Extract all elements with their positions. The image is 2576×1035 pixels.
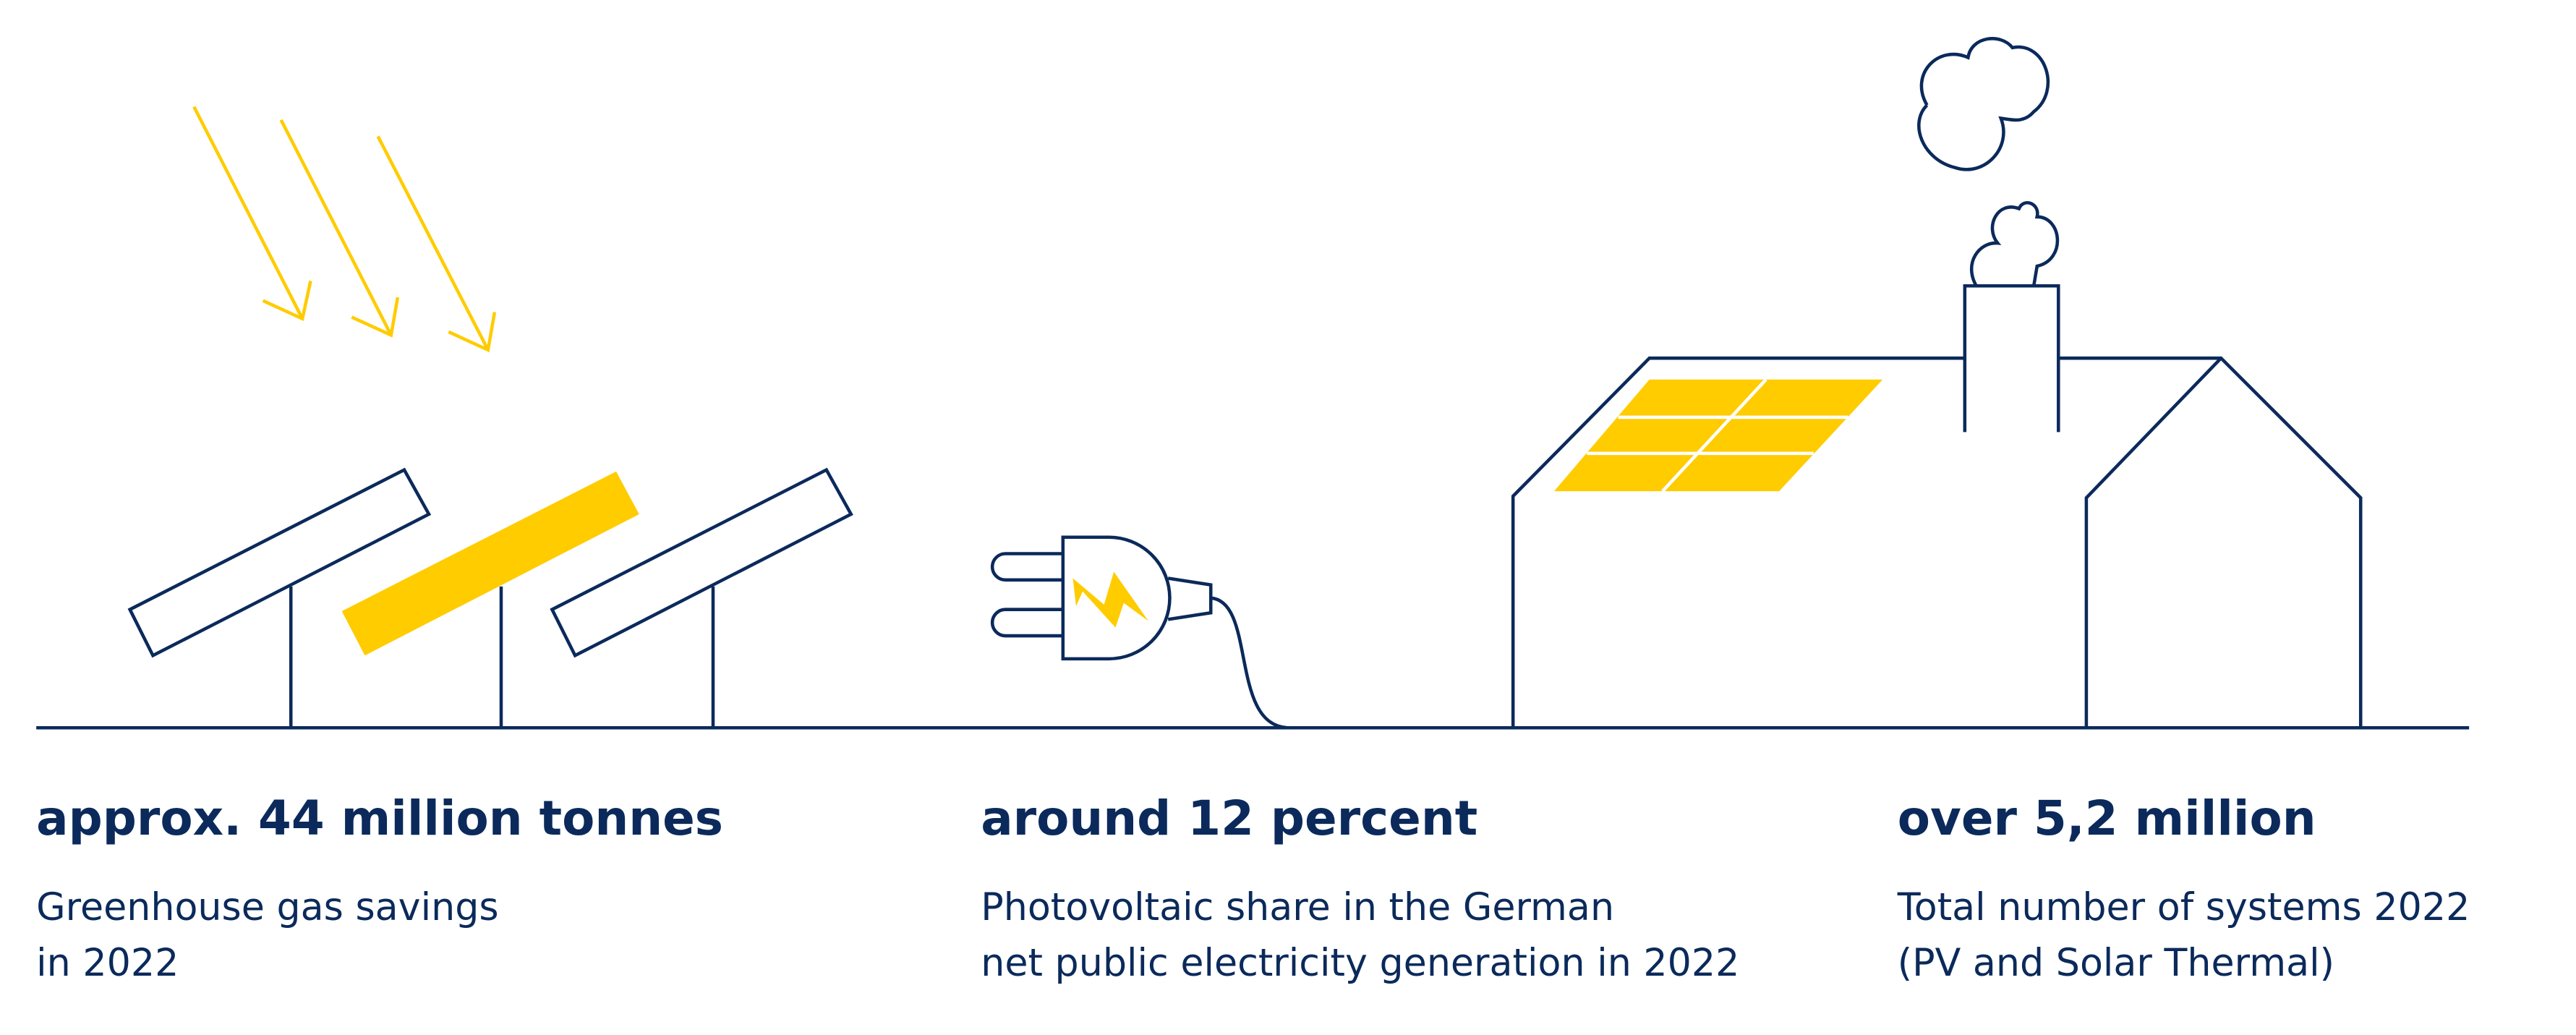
stat-description-line: in 2022 [36,942,179,985]
stat-description-line: Greenhouse gas savings [36,886,498,929]
smoke-icon [1970,201,2060,287]
stat-system-count: over 5,2 million Total number of systems… [1897,791,2470,985]
rooftop-solar-panel [1553,379,1883,492]
house-icon [1511,37,2363,728]
plug-icon [990,535,1290,730]
stat-description-line: (PV and Solar Thermal) [1898,942,2334,985]
stat-description-line: net public electricity generation in 202… [981,942,1739,985]
stat-headline: over 5,2 million [1898,791,2316,846]
stat-pv-share: around 12 percent Photovoltaic share in … [981,791,1739,985]
stat-greenhouse-gas: approx. 44 million tonnes Greenhouse gas… [36,791,723,985]
stat-description-line: Photovoltaic share in the German [981,886,1614,929]
stat-description-line: Total number of systems 2022 [1897,886,2470,929]
lightning-bolt-icon [1072,571,1148,628]
stat-headline: approx. 44 million tonnes [36,791,723,846]
sun-rays-icon [192,106,497,353]
stat-headline: around 12 percent [981,791,1477,846]
solar-panels-icon [127,467,853,728]
